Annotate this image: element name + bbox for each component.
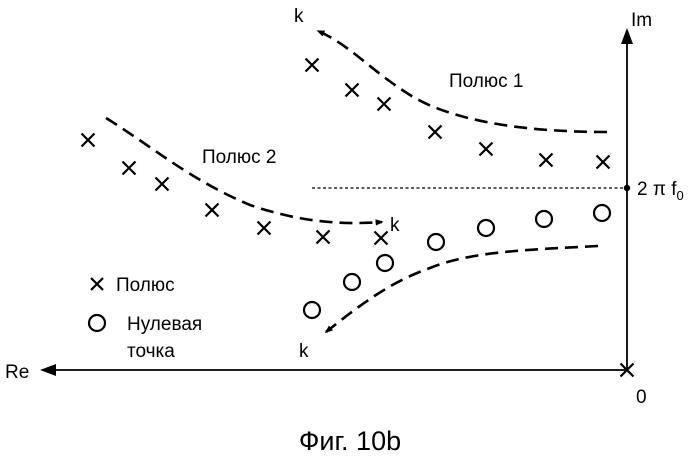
pole1-label: Полюс 1	[449, 71, 524, 92]
legend: Полюс Нулевая точка	[87, 275, 202, 362]
pole-marker	[80, 132, 96, 148]
imaginary-axis-arrow	[621, 28, 633, 44]
pole1-k-label: k	[294, 6, 304, 27]
pole-marker	[373, 230, 389, 246]
pole-marker	[344, 82, 360, 98]
pole2-trajectory	[105, 116, 384, 226]
pole2-label: Полюс 2	[202, 147, 277, 168]
pole-marker-origin	[619, 362, 635, 378]
zero-marker	[592, 203, 612, 223]
legend-zero-icon	[87, 313, 107, 333]
zero-markers	[302, 203, 612, 320]
zero-marker	[342, 272, 362, 292]
re-axis-label: Re	[5, 362, 29, 383]
pole-marker	[304, 57, 320, 73]
legend-zero-label-line1: Нулевая	[127, 314, 202, 335]
pole-marker	[121, 160, 137, 176]
zero-marker	[534, 209, 554, 229]
pole-marker	[256, 220, 272, 236]
zero-marker	[302, 300, 322, 320]
im-axis-label: Im	[631, 10, 652, 31]
frequency-marker-dot	[623, 184, 631, 192]
pole-marker	[154, 176, 170, 192]
pole-marker	[376, 96, 392, 112]
zero-trajectory	[324, 244, 599, 334]
figure-caption: Фиг. 10b	[299, 426, 401, 456]
legend-pole-label: Полюс	[116, 275, 175, 296]
zero-marker	[375, 253, 395, 273]
pole-marker	[538, 152, 554, 168]
pole-marker	[595, 154, 611, 170]
pole2-k-label: k	[390, 215, 400, 236]
frequency-marker-subscript: 0	[677, 188, 684, 203]
zero-marker	[476, 218, 496, 238]
pole-marker	[478, 141, 494, 157]
pole-marker	[427, 124, 443, 140]
pole2-markers	[80, 132, 389, 246]
pole1-trajectory	[316, 29, 608, 134]
origin-label: 0	[636, 387, 647, 408]
pole-marker	[315, 229, 331, 245]
zero-marker	[426, 232, 446, 252]
zero-k-label: k	[299, 341, 309, 362]
real-axis-arrow	[40, 364, 56, 376]
frequency-marker-label: 2 π f0	[637, 179, 684, 203]
pole1-markers	[304, 57, 635, 378]
pole-marker	[204, 202, 220, 218]
legend-zero-label-line2: точка	[127, 341, 175, 362]
legend-pole-icon	[90, 277, 104, 291]
